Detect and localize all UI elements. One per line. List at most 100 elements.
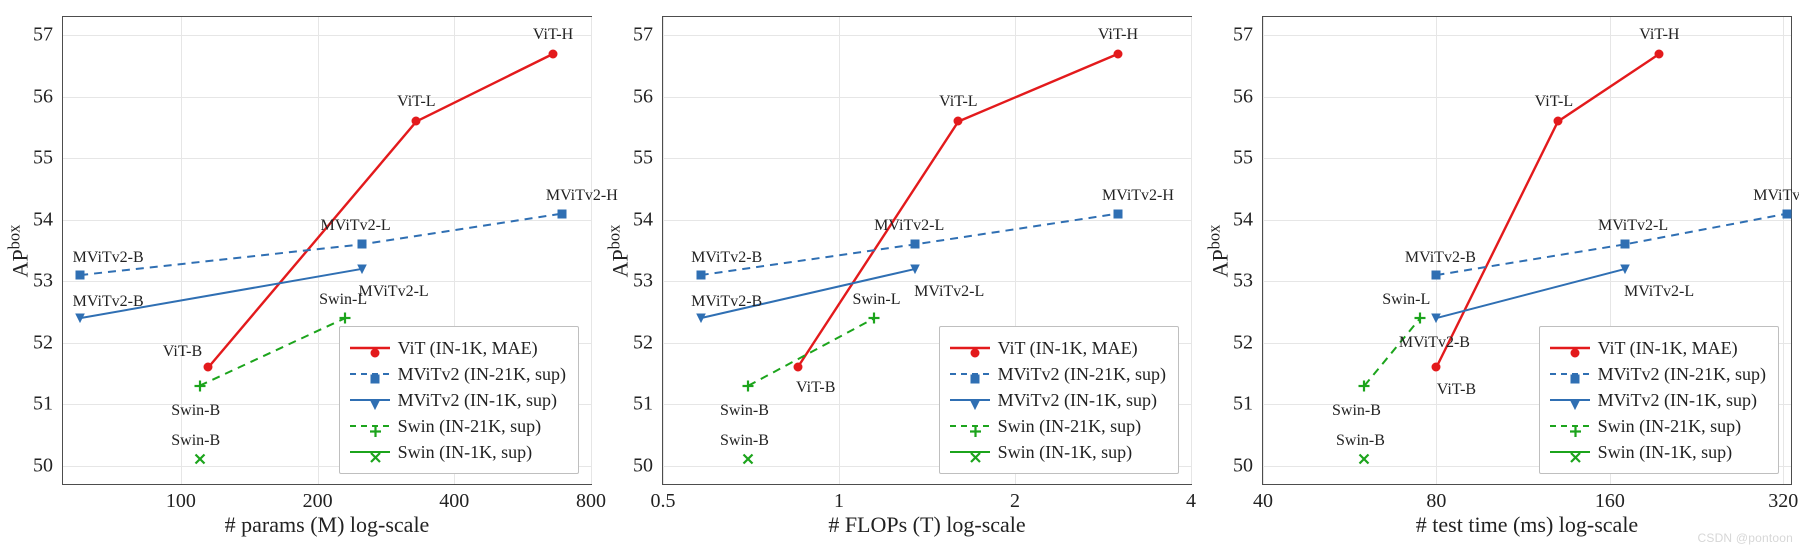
legend-row: MViTv2 (IN-21K, sup) xyxy=(950,361,1166,387)
gridline-h xyxy=(663,35,1191,36)
y-axis-label: APbox xyxy=(4,224,33,277)
legend-swatch-swin_sup21k xyxy=(350,417,390,435)
series-line-mvit_sup21k xyxy=(80,214,562,275)
y-tick-label: 55 xyxy=(33,147,53,170)
y-tick-label: 50 xyxy=(33,454,53,477)
series-line-vit xyxy=(208,54,553,367)
legend-label: Swin (IN-1K, sup) xyxy=(398,439,533,465)
point-label: Swin-L xyxy=(319,291,367,309)
legend-row: MViTv2 (IN-1K, sup) xyxy=(350,387,566,413)
figure-root: CSDN @pontoon 50515253545556571002004008… xyxy=(0,0,1799,549)
legend-label: MViTv2 (IN-21K, sup) xyxy=(398,361,566,387)
marker-mvit_sup21k xyxy=(557,209,567,219)
y-tick-label: 54 xyxy=(1233,208,1253,231)
series-line-vit xyxy=(1436,54,1659,367)
y-tick-label: 53 xyxy=(33,270,53,293)
y-tick-label: 55 xyxy=(633,147,653,170)
marker-mvit_sup21k xyxy=(1113,209,1123,219)
marker-mvit_sup1k xyxy=(696,313,706,323)
legend-swatch-vit xyxy=(1550,339,1590,357)
y-tick-label: 50 xyxy=(1233,454,1253,477)
y-tick-label: 50 xyxy=(633,454,653,477)
y-tick-label: 51 xyxy=(1233,393,1253,416)
y-tick-label: 54 xyxy=(33,208,53,231)
x-axis-label: # params (M) log-scale xyxy=(225,512,430,538)
y-tick-label: 53 xyxy=(633,270,653,293)
marker-swin_sup1k xyxy=(743,454,754,465)
legend: ViT (IN-1K, MAE)MViTv2 (IN-21K, sup)MViT… xyxy=(939,326,1179,474)
gridline-h xyxy=(63,97,591,98)
legend-swatch-swin_sup1k xyxy=(1550,443,1590,461)
marker-mvit_sup21k xyxy=(910,239,920,249)
gridline-h xyxy=(63,281,591,282)
y-tick-label: 57 xyxy=(633,24,653,47)
legend-swatch-mvit_sup21k xyxy=(950,365,990,383)
y-tick-label: 54 xyxy=(633,208,653,231)
x-tick-label: 1 xyxy=(834,490,844,513)
gridline-h xyxy=(1263,158,1791,159)
y-axis-label: APbox xyxy=(1204,224,1233,277)
y-tick-label: 55 xyxy=(1233,147,1253,170)
x-tick-label: 40 xyxy=(1253,490,1273,513)
marker-mvit_sup1k xyxy=(1620,264,1630,274)
series-line-swin_sup21k xyxy=(748,318,874,386)
point-label: ViT-B xyxy=(796,379,835,397)
series-line-mvit_sup21k xyxy=(1436,214,1787,275)
y-tick-label: 57 xyxy=(33,24,53,47)
gridline-h xyxy=(1263,220,1791,221)
marker-vit xyxy=(548,49,558,59)
x-tick-label: 2 xyxy=(1010,490,1020,513)
legend-label: MViTv2 (IN-1K, sup) xyxy=(998,387,1157,413)
point-label: MViTv2-L xyxy=(359,283,429,301)
gridline-h xyxy=(63,35,591,36)
legend-label: Swin (IN-21K, sup) xyxy=(398,413,542,439)
marker-swin_sup21k xyxy=(743,380,754,391)
gridline-h xyxy=(63,220,591,221)
point-label: MViTv2-H xyxy=(1102,187,1174,205)
marker-swin_sup21k xyxy=(1359,380,1370,391)
point-label: Swin-L xyxy=(852,291,900,309)
gridline-v xyxy=(663,17,664,484)
y-tick-label: 52 xyxy=(633,331,653,354)
legend-label: Swin (IN-1K, sup) xyxy=(998,439,1133,465)
y-tick-label: 53 xyxy=(1233,270,1253,293)
gridline-v xyxy=(1191,17,1192,484)
y-tick-label: 52 xyxy=(33,331,53,354)
marker-vit xyxy=(203,362,213,372)
legend-swatch-vit xyxy=(950,339,990,357)
plot-area: 50515253545556574080160320# test time (m… xyxy=(1262,16,1792,485)
legend-row: MViTv2 (IN-1K, sup) xyxy=(950,387,1166,413)
marker-vit xyxy=(953,116,963,126)
point-label: Swin-B xyxy=(720,432,769,450)
gridline-h xyxy=(663,158,1191,159)
gridline-h xyxy=(1263,35,1791,36)
point-label: ViT-B xyxy=(1437,381,1476,399)
gridline-v xyxy=(318,17,319,484)
legend-label: ViT (IN-1K, MAE) xyxy=(1598,335,1738,361)
legend-swatch-swin_sup1k xyxy=(350,443,390,461)
point-label: MViTv2-H xyxy=(1753,187,1799,205)
gridline-h xyxy=(663,281,1191,282)
marker-mvit_sup21k xyxy=(1431,270,1441,280)
series-line-swin_sup21k xyxy=(200,318,345,386)
marker-vit xyxy=(1431,362,1441,372)
marker-swin_sup21k xyxy=(194,380,205,391)
marker-mvit_sup1k xyxy=(910,264,920,274)
point-label: Swin-B xyxy=(1336,432,1385,450)
x-tick-label: 100 xyxy=(166,490,196,513)
plot-area: 5051525354555657100200400800# params (M)… xyxy=(62,16,592,485)
legend-swatch-mvit_sup21k xyxy=(350,365,390,383)
y-tick-label: 56 xyxy=(633,85,653,108)
point-label: ViT-B xyxy=(163,343,202,361)
point-label: MViTv2-L xyxy=(1624,283,1694,301)
legend-label: MViTv2 (IN-1K, sup) xyxy=(398,387,557,413)
gridline-v xyxy=(591,17,592,484)
gridline-v xyxy=(1436,17,1437,484)
panel-flops: 50515253545556570.5124# FLOPs (T) log-sc… xyxy=(600,0,1200,549)
point-label: MViTv2-L xyxy=(914,283,984,301)
legend-swatch-mvit_sup1k xyxy=(1550,391,1590,409)
legend-swatch-swin_sup21k xyxy=(1550,417,1590,435)
marker-mvit_sup1k xyxy=(1431,313,1441,323)
legend-swatch-mvit_sup21k xyxy=(1550,365,1590,383)
marker-mvit_sup21k xyxy=(696,270,706,280)
